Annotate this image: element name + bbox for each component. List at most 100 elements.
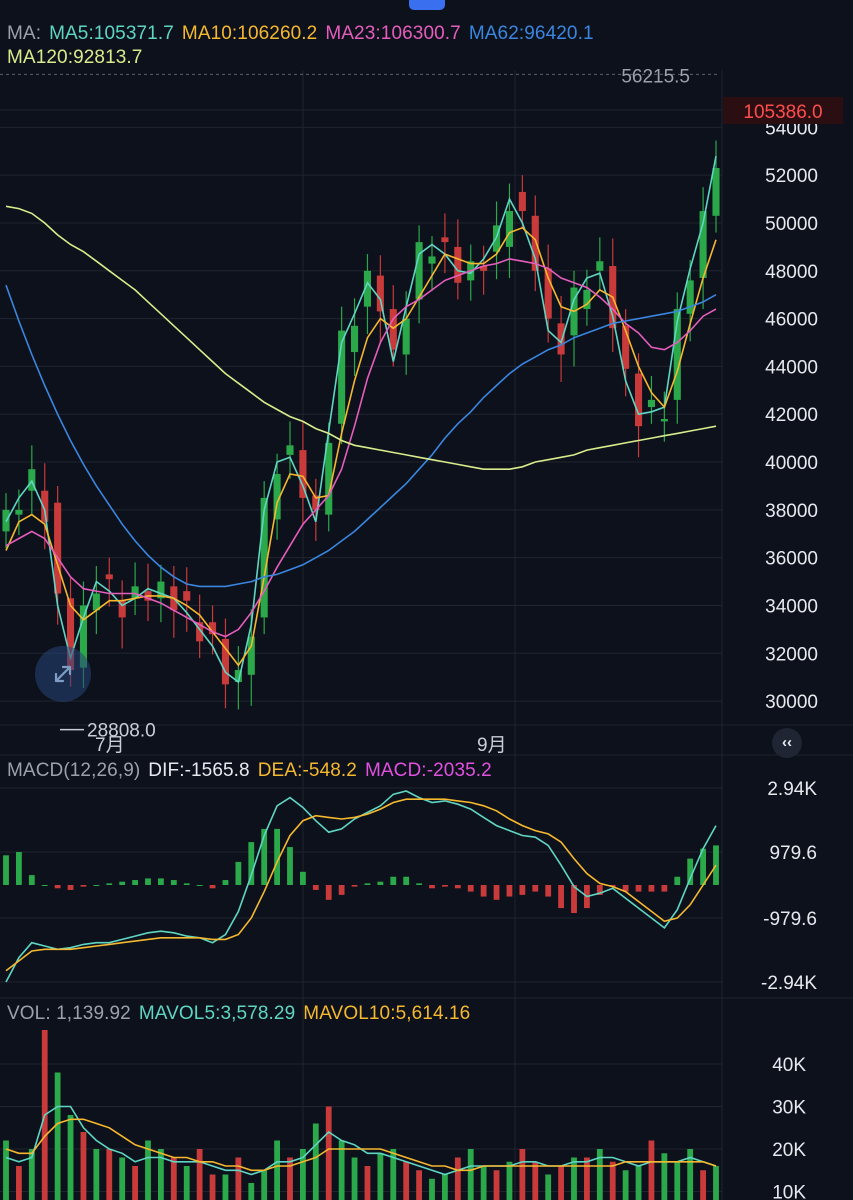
macd-histogram-bar: [338, 885, 345, 895]
macd-histogram-bar: [106, 883, 113, 885]
macd-histogram-bar: [403, 876, 410, 885]
dif-value: DIF:-1565.8: [148, 760, 250, 781]
macd-histogram-bar: [467, 885, 474, 892]
macd-histogram-bar: [687, 858, 694, 885]
candle-body: [441, 237, 449, 243]
ma120-line: [5, 205, 717, 471]
macd-histogram-bar: [209, 885, 216, 889]
candle-body: [79, 605, 88, 668]
macd-histogram-bar: [622, 885, 629, 892]
price-axis-tick: 36000: [765, 549, 818, 570]
volume-bar: [351, 1157, 358, 1200]
volume-bar: [325, 1106, 332, 1200]
candle-body: [531, 215, 539, 271]
macd-histogram-bar: [119, 881, 126, 885]
volume-bar: [506, 1161, 513, 1200]
volume-bar: [661, 1153, 668, 1200]
volume-bar: [519, 1149, 526, 1200]
x-axis-label-september: 9月: [477, 735, 507, 756]
macd-axis-tick: -2.94K: [761, 973, 817, 994]
candlestick-series: [2, 140, 720, 710]
candle-body: [208, 622, 217, 635]
volume-bar: [713, 1166, 719, 1200]
ma62-line: [5, 284, 717, 588]
price-axis-tick: 34000: [765, 596, 818, 617]
candle-body: [338, 330, 346, 424]
price-axis-tick: 46000: [765, 310, 818, 331]
candle-body: [673, 309, 681, 400]
macd-histogram-bar: [429, 885, 435, 889]
candle-body: [157, 581, 165, 599]
macd-histogram-bar: [377, 881, 384, 885]
macd-axis-tick: 2.94K: [767, 779, 817, 800]
candle-body: [686, 280, 694, 314]
macd-histogram-bar: [132, 880, 138, 885]
macd-histogram-bar: [67, 885, 74, 890]
ma62-value: MA62:96420.1: [468, 23, 594, 44]
macd-histogram-bar: [493, 885, 500, 900]
candle-body: [325, 442, 333, 515]
volume-axis-tick: 20K: [772, 1140, 806, 1161]
macd-histogram-bar: [54, 885, 61, 889]
volume-bar: [674, 1161, 681, 1200]
volume-bar: [222, 1174, 229, 1200]
volume-bar: [596, 1149, 603, 1200]
volume-bar: [54, 1072, 61, 1200]
candle-body: [183, 591, 191, 601]
macd-histogram-bar: [80, 885, 87, 887]
macd-histogram-bar: [648, 885, 655, 892]
macd-histogram-bar: [170, 880, 177, 885]
macd-histogram-bar: [674, 876, 681, 885]
collapse-panel-button[interactable]: ‹‹: [772, 728, 802, 758]
macd-histogram-bar: [700, 848, 706, 885]
candle-body: [118, 600, 126, 618]
volume-bar: [158, 1149, 164, 1200]
macd-histogram-bar: [635, 885, 642, 892]
macd-histogram-bar: [222, 880, 229, 885]
volume-bar: [248, 1183, 255, 1200]
ma-legend-prefix: MA:: [7, 23, 42, 44]
price-axis-tick: 40000: [765, 453, 818, 474]
macd-histogram-bar: [16, 852, 22, 885]
macd-histogram-bar: [442, 885, 448, 887]
macd-indicator: [3, 790, 719, 983]
drag-handle[interactable]: [409, 0, 445, 10]
volume-bar: [93, 1149, 100, 1200]
macd-axis-tick: 979.6: [769, 843, 817, 864]
macd-histogram-bar: [390, 876, 397, 885]
expand-chart-button[interactable]: [35, 646, 91, 702]
volume-bar: [687, 1149, 694, 1200]
ma23-line: [5, 258, 717, 638]
macd-histogram-bar: [235, 861, 242, 885]
expand-icon: [54, 665, 72, 683]
volume-bar: [622, 1170, 629, 1200]
volume-axis-tick: 10K: [772, 1183, 806, 1200]
macd-histogram-bar: [312, 885, 319, 890]
price-axis-tick: 50000: [765, 214, 818, 235]
macd-histogram-bar: [287, 847, 293, 885]
ma23-value: MA23:106300.7: [325, 23, 461, 44]
volume-bar: [467, 1149, 474, 1200]
volume-bar: [442, 1174, 448, 1200]
candle-body: [363, 270, 372, 307]
candle-body: [196, 622, 204, 642]
volume-bar: [67, 1115, 74, 1200]
macd-histogram-bar: [261, 828, 268, 885]
candle-body: [634, 373, 643, 427]
volume-bar: [493, 1170, 500, 1200]
ma10-line: [5, 226, 717, 667]
candle-body: [105, 574, 113, 580]
chevrons-left-icon: ‹‹: [782, 734, 792, 751]
ma-legend-line2: MA120:92813.7: [7, 47, 150, 69]
candle-body: [544, 268, 552, 319]
dea-value: DEA:-548.2: [257, 760, 357, 781]
macd-histogram-bar: [41, 885, 48, 886]
macd-histogram-bar: [183, 883, 190, 885]
macd-histogram-bar: [506, 885, 513, 897]
volume-bar: [119, 1157, 126, 1200]
volume-bar: [28, 1149, 35, 1200]
volume-bar: [480, 1166, 487, 1200]
candle-body: [454, 246, 462, 283]
macd-histogram-bar: [325, 885, 332, 900]
